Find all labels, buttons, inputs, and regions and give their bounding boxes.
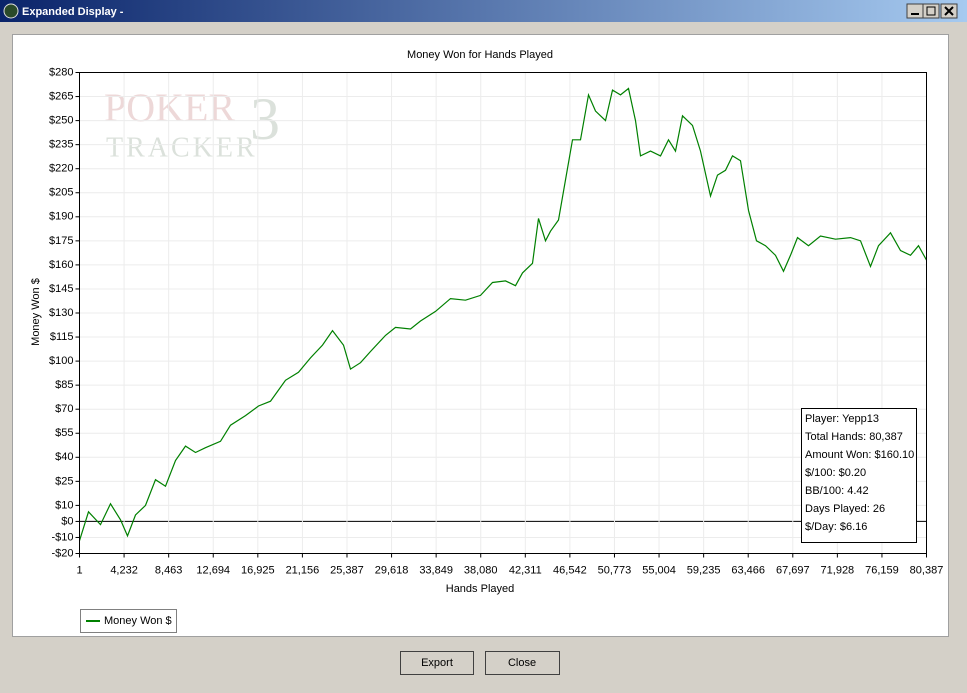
x-tick-label: 8,463	[155, 564, 183, 576]
legend-frame	[80, 609, 177, 633]
y-tick-label: $265	[49, 90, 73, 102]
x-tick-label: 46,542	[553, 564, 587, 576]
y-tick-label: $130	[49, 307, 73, 319]
window-title: Expanded Display -	[22, 6, 124, 18]
x-tick-label: 55,004	[642, 564, 676, 576]
stats-line: Player: Yepp13	[805, 413, 879, 425]
minimize-button[interactable]	[906, 3, 924, 19]
close-button[interactable]: Close	[485, 651, 560, 675]
maximize-button[interactable]	[922, 3, 940, 19]
stats-line: Days Played: 26	[805, 503, 885, 515]
y-tick-label: $10	[55, 499, 73, 511]
y-tick-label: $70	[55, 403, 73, 415]
y-tick-label: $190	[49, 211, 73, 223]
legend-label: Money Won $	[104, 615, 172, 627]
app-icon	[3, 3, 19, 19]
y-tick-label: $115	[50, 331, 74, 343]
plot-frame	[79, 72, 927, 554]
y-tick-label: $40	[55, 451, 73, 463]
y-tick-label: $175	[49, 235, 73, 247]
stats-box: Player: Yepp13 Total Hands: 80,387 Amount …	[801, 408, 917, 543]
stats-frame	[801, 408, 917, 543]
y-tick-label: $85	[55, 379, 73, 391]
x-tick-label: 67,697	[776, 564, 810, 576]
y-tick-label: $0	[61, 515, 73, 527]
y-tick-label: $160	[49, 259, 73, 271]
x-tick-label: 63,466	[731, 564, 765, 576]
stats-line: BB/100: 4.42	[805, 485, 869, 497]
x-tick-label: 25,387	[330, 564, 364, 576]
y-tick-label: $220	[49, 163, 73, 175]
y-tick-label: $205	[49, 187, 73, 199]
y-tick-label: -$20	[51, 547, 73, 559]
x-tick-label: 33,849	[419, 564, 453, 576]
y-tick-label: $55	[55, 427, 73, 439]
window-controls	[906, 3, 958, 19]
x-tick-label: 71,928	[821, 564, 855, 576]
stats-line: $/Day: $6.16	[805, 521, 867, 533]
y-tick-label: $250	[49, 115, 73, 127]
x-tick-label: 12,694	[196, 564, 230, 576]
watermark-text: 3	[250, 86, 280, 152]
y-tick-label: $280	[49, 66, 73, 78]
button-frame[interactable]	[400, 651, 474, 675]
export-button[interactable]: Export	[400, 651, 474, 675]
y-axis-label: Money Won $	[30, 278, 42, 346]
x-tick-label: 4,232	[110, 564, 138, 576]
y-tick-label: $145	[49, 283, 73, 295]
data-line	[78, 87, 928, 541]
x-tick-label: 38,080	[464, 564, 498, 576]
x-tick-label: 29,618	[375, 564, 409, 576]
x-tick-label: 21,156	[286, 564, 320, 576]
maximize-icon	[926, 6, 936, 16]
chart-title: Money Won for Hands Played	[407, 49, 553, 61]
title-bar	[0, 0, 967, 22]
y-tick-label: $25	[55, 475, 73, 487]
plot: -$20 -$10 $0 $10 $25 $40 $55 $70 $85 $100 $115 $130…	[49, 66, 943, 576]
x-tick-label: 1	[76, 564, 82, 576]
close-icon	[944, 6, 954, 16]
y-tick-label: -$10	[51, 531, 73, 543]
y-tick-label: $100	[49, 355, 73, 367]
button-label[interactable]: Close	[508, 657, 536, 669]
stats-line: Amount Won: $160.10	[805, 449, 914, 461]
x-axis-label: Hands Played	[446, 583, 515, 595]
x-tick-label: 80,387	[910, 564, 944, 576]
x-tick-label: 42,311	[509, 564, 542, 576]
x-tick-label: 50,773	[598, 564, 632, 576]
watermark-text: TRACKER	[106, 132, 258, 163]
x-tick-label: 59,235	[687, 564, 721, 576]
stats-line: Total Hands: 80,387	[805, 431, 903, 443]
x-tick-label: 16,925	[241, 564, 275, 576]
button-frame[interactable]	[485, 651, 560, 675]
x-tick-label: 76,159	[865, 564, 899, 576]
y-tick-label: $235	[49, 139, 73, 151]
legend: Money Won $	[80, 609, 177, 633]
button-label[interactable]: Export	[421, 657, 453, 669]
stats-line: $/100: $0.20	[805, 467, 866, 479]
